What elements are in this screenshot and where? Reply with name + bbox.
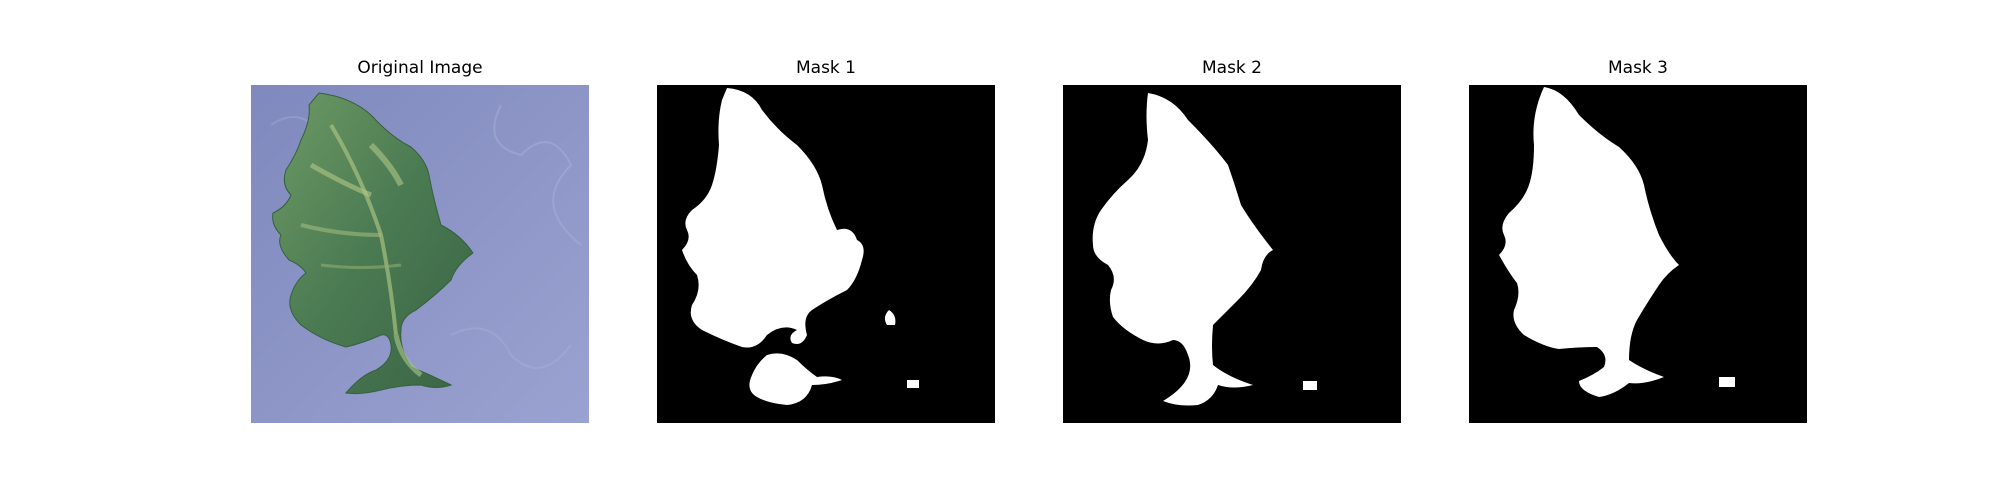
panel-title-original: Original Image bbox=[357, 58, 483, 78]
leaf-shape bbox=[272, 92, 474, 395]
mask-2-svg bbox=[1063, 85, 1401, 423]
mask-region bbox=[1499, 87, 1679, 397]
original-image-svg bbox=[251, 85, 589, 423]
mask-3 bbox=[1469, 85, 1807, 423]
mask-2 bbox=[1063, 85, 1401, 423]
mask-3-svg bbox=[1469, 85, 1807, 423]
mask-1 bbox=[657, 85, 995, 423]
panel-title-mask-3: Mask 3 bbox=[1607, 58, 1668, 78]
original-image bbox=[251, 85, 589, 423]
mask-region bbox=[1092, 93, 1273, 406]
mask-region bbox=[682, 88, 864, 348]
panel-title-mask-1: Mask 1 bbox=[795, 58, 856, 78]
mask-1-svg bbox=[657, 85, 995, 423]
panel-title-mask-2: Mask 2 bbox=[1201, 58, 1262, 78]
mask-region bbox=[749, 353, 842, 405]
